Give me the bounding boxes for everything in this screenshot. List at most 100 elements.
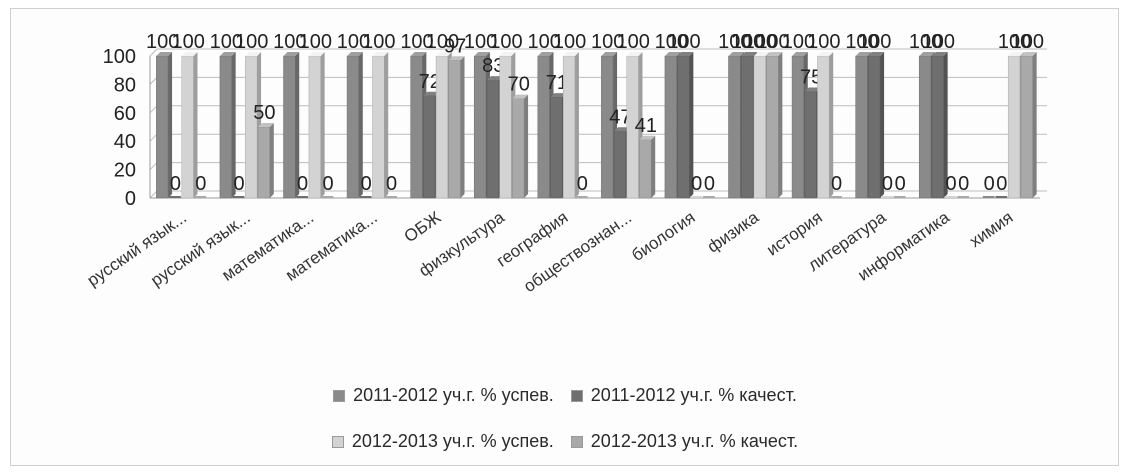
bar-side: [1032, 52, 1037, 198]
bar-top: [550, 93, 567, 98]
bar-side: [320, 52, 325, 198]
data-label: 0: [233, 173, 244, 195]
bar: [257, 126, 271, 199]
legend-item-s1: 2011-2012 уч.г. % качест.: [570, 384, 797, 406]
bar-top: [258, 123, 274, 127]
bar-side: [689, 52, 694, 198]
bar: [346, 55, 360, 199]
bar: [664, 55, 677, 199]
y-tick-label: 80: [114, 74, 136, 96]
bar: [918, 55, 932, 199]
bar-top: [614, 127, 630, 132]
bar: [893, 196, 906, 198]
y-tick-label: 100: [103, 46, 136, 68]
bar-side: [829, 52, 834, 198]
bar: [473, 55, 487, 199]
bar-top: [563, 52, 579, 56]
bar-top: [792, 52, 808, 56]
data-label: 100: [616, 31, 649, 53]
legend-label-s0: 2011-2012 уч.г. % успев.: [353, 385, 554, 406]
bar-top: [1008, 52, 1024, 56]
data-label: 100: [922, 31, 955, 53]
bar-top: [804, 87, 821, 92]
data-label: 0: [831, 173, 842, 195]
bar-side: [295, 52, 300, 198]
data-label: 0: [577, 173, 588, 195]
bar: [181, 55, 194, 199]
data-label: 50: [253, 102, 275, 124]
bar: [385, 196, 397, 198]
bar: [830, 196, 842, 198]
gridline-side: [149, 48, 158, 57]
data-label: 100: [464, 31, 497, 53]
y-tick-label: 0: [125, 188, 136, 210]
bar: [283, 55, 296, 199]
bar-side: [384, 52, 389, 198]
bar: [156, 55, 169, 199]
bar: [753, 55, 766, 199]
data-label: 100: [718, 31, 751, 53]
bar-top: [919, 52, 935, 56]
data-label: 97: [444, 35, 466, 57]
data-label: 71: [546, 72, 568, 94]
x-tick-label: обществознан...: [520, 208, 635, 296]
bar-top: [423, 91, 440, 96]
data-label: 100: [756, 31, 789, 53]
gridline-side: [149, 77, 158, 85]
data-label: 0: [195, 173, 206, 195]
x-tick-label: физика: [704, 207, 763, 256]
bar: [194, 196, 207, 198]
bar: [677, 55, 690, 199]
data-label: 0: [322, 173, 333, 195]
bar: [931, 55, 944, 199]
bar-side: [269, 123, 274, 198]
bar-top: [372, 52, 389, 56]
data-label: 100: [527, 31, 560, 53]
data-label: 100: [845, 31, 878, 53]
bar-top: [753, 52, 770, 56]
data-label: 100: [858, 31, 891, 53]
bar-top: [486, 76, 503, 81]
bar: [245, 55, 258, 199]
bar-side: [651, 135, 656, 198]
bar: [740, 55, 754, 199]
legend-swatch-s2: [331, 435, 344, 448]
legend-label-s1: 2011-2012 уч.г. % качест.: [590, 385, 797, 406]
bar-top: [766, 52, 783, 56]
bar-side: [193, 52, 198, 198]
bar-top: [156, 52, 173, 56]
legend-item-s3: 2012-2013 уч.г. % качест.: [570, 430, 799, 452]
data-label: 100: [744, 31, 777, 53]
bar-top: [855, 52, 872, 56]
bar: [219, 55, 232, 199]
bar-side: [943, 52, 948, 198]
data-label: 41: [635, 115, 657, 137]
bar: [359, 196, 372, 198]
bar: [321, 196, 334, 198]
data-label: 0: [691, 173, 702, 195]
legend-label-s3: 2012-2013 уч.г. % качест.: [590, 431, 799, 452]
bar-top: [664, 52, 681, 56]
bar-side: [778, 52, 783, 198]
bar-top: [448, 56, 465, 61]
bar: [804, 91, 817, 199]
bar: [766, 55, 779, 199]
data-label: 100: [655, 31, 688, 53]
bar: [486, 79, 499, 199]
bar-top: [626, 52, 643, 56]
bar-top: [728, 52, 745, 56]
data-label: 100: [998, 31, 1031, 53]
bar: [575, 196, 588, 198]
data-label: 75: [800, 67, 822, 89]
data-label: 47: [609, 106, 631, 128]
bar-side: [880, 52, 885, 198]
bar: [855, 55, 868, 199]
bar: [512, 98, 525, 199]
data-label: 0: [704, 173, 715, 195]
data-label: 0: [984, 173, 995, 195]
data-label: 0: [361, 173, 372, 195]
bar: [868, 55, 881, 199]
bar-top: [219, 52, 236, 56]
data-label: 100: [210, 31, 243, 53]
bar: [995, 196, 1008, 198]
